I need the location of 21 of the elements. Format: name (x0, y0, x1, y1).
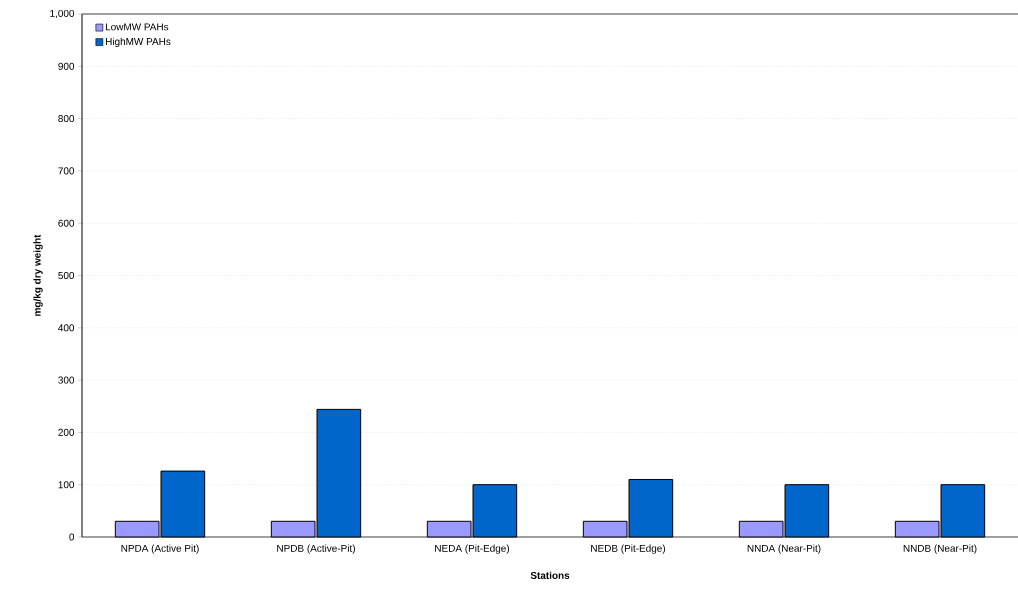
x-tick-label: NEDA (Pit-Edge) (435, 544, 510, 554)
x-axis-title: Stations (530, 571, 570, 579)
legend-label: LowMW PAHs (105, 23, 169, 31)
x-tick-label: NPDA (Active Pit) (121, 544, 199, 554)
legend-label: HighMW PAHs (105, 37, 171, 48)
x-tick-label: NNDB (Near-Pit) (903, 544, 977, 554)
y-tick-label: 500 (58, 271, 75, 280)
y-tick-label: 400 (58, 324, 75, 332)
x-tick-label: NNDA (Near-Pit) (747, 544, 821, 554)
y-tick-label: 700 (58, 167, 75, 175)
y-tick-label: 200 (58, 428, 75, 436)
y-tick-label: 600 (58, 219, 75, 227)
y-tick-label: 0 (69, 533, 75, 541)
y-tick-label: 800 (58, 115, 75, 123)
y-tick-label: 100 (58, 481, 75, 489)
x-tick-label: NEDB (Pit-Edge) (591, 544, 666, 554)
x-tick-label: NPDB (Active-Pit) (277, 544, 355, 554)
y-tick-label: 300 (58, 376, 75, 384)
y-tick-label: 1,000 (50, 9, 75, 19)
y-axis-title: mg/kg dry weight (33, 234, 43, 316)
y-tick-label: 900 (58, 62, 75, 70)
